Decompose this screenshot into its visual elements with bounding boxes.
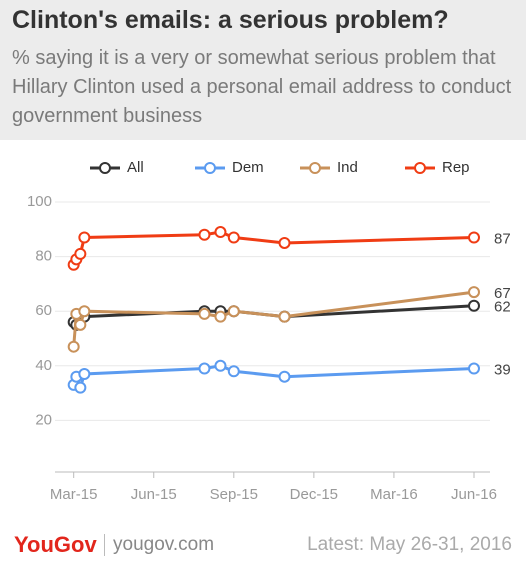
point: [214, 359, 227, 372]
x-tick-label: Sep-15: [210, 486, 258, 503]
y-tick-label: 80: [35, 248, 52, 265]
legend-marker: [414, 162, 426, 174]
point: [227, 231, 240, 244]
chart-subtitle: % saying it is a very or somewhat seriou…: [12, 47, 512, 127]
point: [198, 362, 211, 375]
point: [198, 228, 211, 241]
point: [74, 318, 87, 331]
point: [467, 231, 480, 244]
legend-label: Ind: [337, 159, 358, 176]
series-line: [72, 290, 475, 347]
end-label: 62: [494, 299, 511, 316]
end-label: 87: [494, 230, 511, 247]
series-line: [72, 364, 475, 393]
point: [227, 365, 240, 378]
point: [467, 362, 480, 375]
end-label: 39: [494, 361, 511, 378]
y-tick-label: 60: [35, 302, 52, 319]
legend-marker: [204, 162, 216, 174]
point: [467, 286, 480, 299]
point: [214, 226, 227, 239]
x-tick-label: Mar-15: [50, 486, 98, 503]
x-tick-label: Dec-15: [290, 486, 338, 503]
point: [278, 370, 291, 383]
legend-label: All: [127, 159, 144, 176]
point: [198, 307, 211, 320]
point: [74, 247, 87, 260]
series-line: [72, 230, 475, 266]
header: Clinton's emails: a serious problem? % s…: [0, 0, 526, 140]
footer: YouGov yougov.com Latest: May 26-31, 201…: [0, 528, 526, 563]
x-tick-label: Jun-15: [131, 486, 177, 503]
legend-label: Dem: [232, 159, 264, 176]
legend-marker: [309, 162, 321, 174]
site: yougov.com: [104, 534, 214, 556]
legend-label: Rep: [442, 159, 470, 176]
y-tick-label: 100: [27, 193, 52, 210]
x-tick-label: Mar-16: [370, 486, 418, 503]
point: [278, 310, 291, 323]
point: [467, 299, 480, 312]
point: [227, 305, 240, 318]
end-label: 67: [494, 285, 511, 302]
point: [78, 305, 91, 318]
point: [278, 236, 291, 249]
brand: YouGov: [14, 532, 97, 557]
point: [67, 340, 80, 353]
y-tick-label: 20: [35, 411, 52, 428]
point: [78, 367, 91, 380]
y-tick-label: 40: [35, 357, 52, 374]
point: [74, 381, 87, 394]
legend-marker: [99, 162, 111, 174]
chart-title: Clinton's emails: a serious problem?: [12, 6, 449, 34]
point: [78, 231, 91, 244]
x-tick-label: Jun-16: [451, 486, 497, 503]
point: [214, 310, 227, 323]
note: Latest: May 26-31, 2016: [307, 534, 512, 555]
